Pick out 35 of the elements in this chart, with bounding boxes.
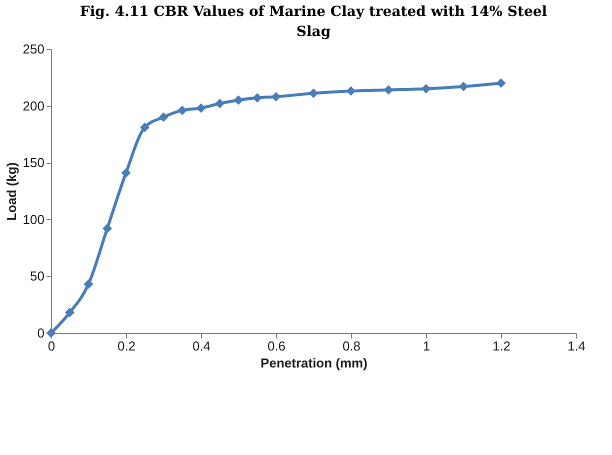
y-tick-label: 0 bbox=[37, 326, 44, 340]
x-tick-label: 0 bbox=[48, 338, 56, 354]
point bbox=[496, 78, 506, 88]
point bbox=[384, 85, 394, 95]
point bbox=[65, 308, 74, 318]
point bbox=[121, 168, 131, 178]
point bbox=[234, 95, 244, 105]
point bbox=[158, 112, 168, 122]
x-tick-label: 1.4 bbox=[567, 338, 586, 354]
y-tick-label: 150 bbox=[22, 155, 44, 170]
x-axis-title: Penetration (mm) bbox=[260, 356, 368, 370]
y-tick-label: 100 bbox=[22, 212, 44, 227]
x-tick-label: 0.4 bbox=[192, 338, 211, 354]
point bbox=[196, 103, 206, 113]
x-tick-label: 1 bbox=[422, 338, 430, 354]
x-tick-label: 0.8 bbox=[342, 338, 361, 354]
x-tick-label: 0.6 bbox=[267, 338, 286, 354]
y-tick-label: 200 bbox=[22, 98, 44, 114]
x-tick-label: 0.2 bbox=[117, 338, 136, 354]
point bbox=[178, 106, 187, 116]
y-axis-title: Load (kg) bbox=[4, 162, 19, 221]
y-tick-label: 250 bbox=[22, 42, 44, 56]
point bbox=[271, 92, 281, 102]
point bbox=[252, 93, 262, 103]
point bbox=[84, 279, 94, 289]
point bbox=[421, 84, 431, 94]
chart-title: Fig. 4.11 CBR Values of Marine Clay treated with 14% Steel Slag bbox=[80, 4, 548, 40]
point bbox=[140, 122, 150, 132]
point bbox=[102, 224, 112, 234]
x-tick-label: 1.2 bbox=[492, 338, 511, 354]
point bbox=[458, 82, 468, 92]
point bbox=[346, 86, 356, 96]
point bbox=[215, 98, 224, 108]
y-tick-label: 50 bbox=[30, 268, 44, 284]
point bbox=[308, 88, 318, 98]
